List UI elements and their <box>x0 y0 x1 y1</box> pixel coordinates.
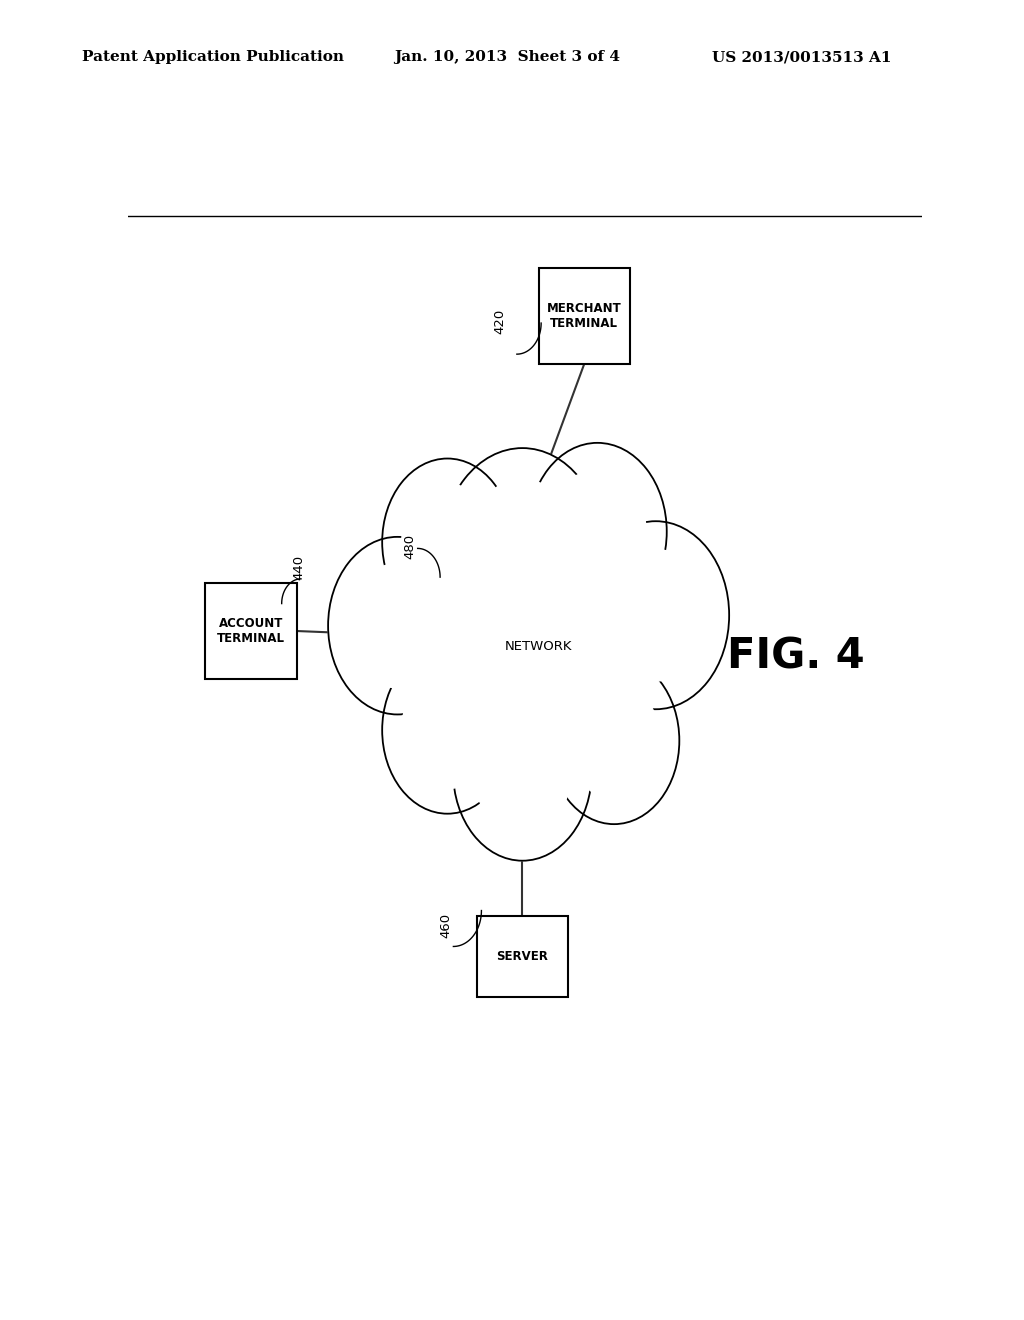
FancyBboxPatch shape <box>206 582 297 680</box>
Text: 420: 420 <box>493 309 506 334</box>
Circle shape <box>328 537 467 714</box>
Text: Patent Application Publication: Patent Application Publication <box>82 50 344 65</box>
Circle shape <box>549 470 646 594</box>
Text: US 2013/0013513 A1: US 2013/0013513 A1 <box>712 50 891 65</box>
FancyBboxPatch shape <box>539 268 630 364</box>
Circle shape <box>401 483 494 601</box>
Circle shape <box>549 657 679 824</box>
Text: 480: 480 <box>403 535 416 560</box>
Text: MERCHANT
TERMINAL: MERCHANT TERMINAL <box>547 302 622 330</box>
Text: 440: 440 <box>292 554 305 579</box>
Circle shape <box>568 682 659 799</box>
Circle shape <box>453 684 592 861</box>
Circle shape <box>401 672 494 788</box>
FancyBboxPatch shape <box>477 916 568 997</box>
Circle shape <box>349 564 446 688</box>
Text: ACCOUNT
TERMINAL: ACCOUNT TERMINAL <box>217 616 285 645</box>
Circle shape <box>583 521 729 709</box>
Circle shape <box>441 447 604 657</box>
Text: 460: 460 <box>439 913 452 939</box>
Circle shape <box>382 647 513 813</box>
Ellipse shape <box>381 510 665 763</box>
Circle shape <box>474 710 571 834</box>
Circle shape <box>465 479 580 626</box>
Text: FIG. 4: FIG. 4 <box>727 635 865 677</box>
Ellipse shape <box>373 495 673 777</box>
Text: SERVER: SERVER <box>497 950 549 962</box>
Text: NETWORK: NETWORK <box>505 640 572 653</box>
Circle shape <box>528 442 667 620</box>
Circle shape <box>382 458 513 626</box>
Circle shape <box>604 549 708 681</box>
Text: Jan. 10, 2013  Sheet 3 of 4: Jan. 10, 2013 Sheet 3 of 4 <box>394 50 621 65</box>
